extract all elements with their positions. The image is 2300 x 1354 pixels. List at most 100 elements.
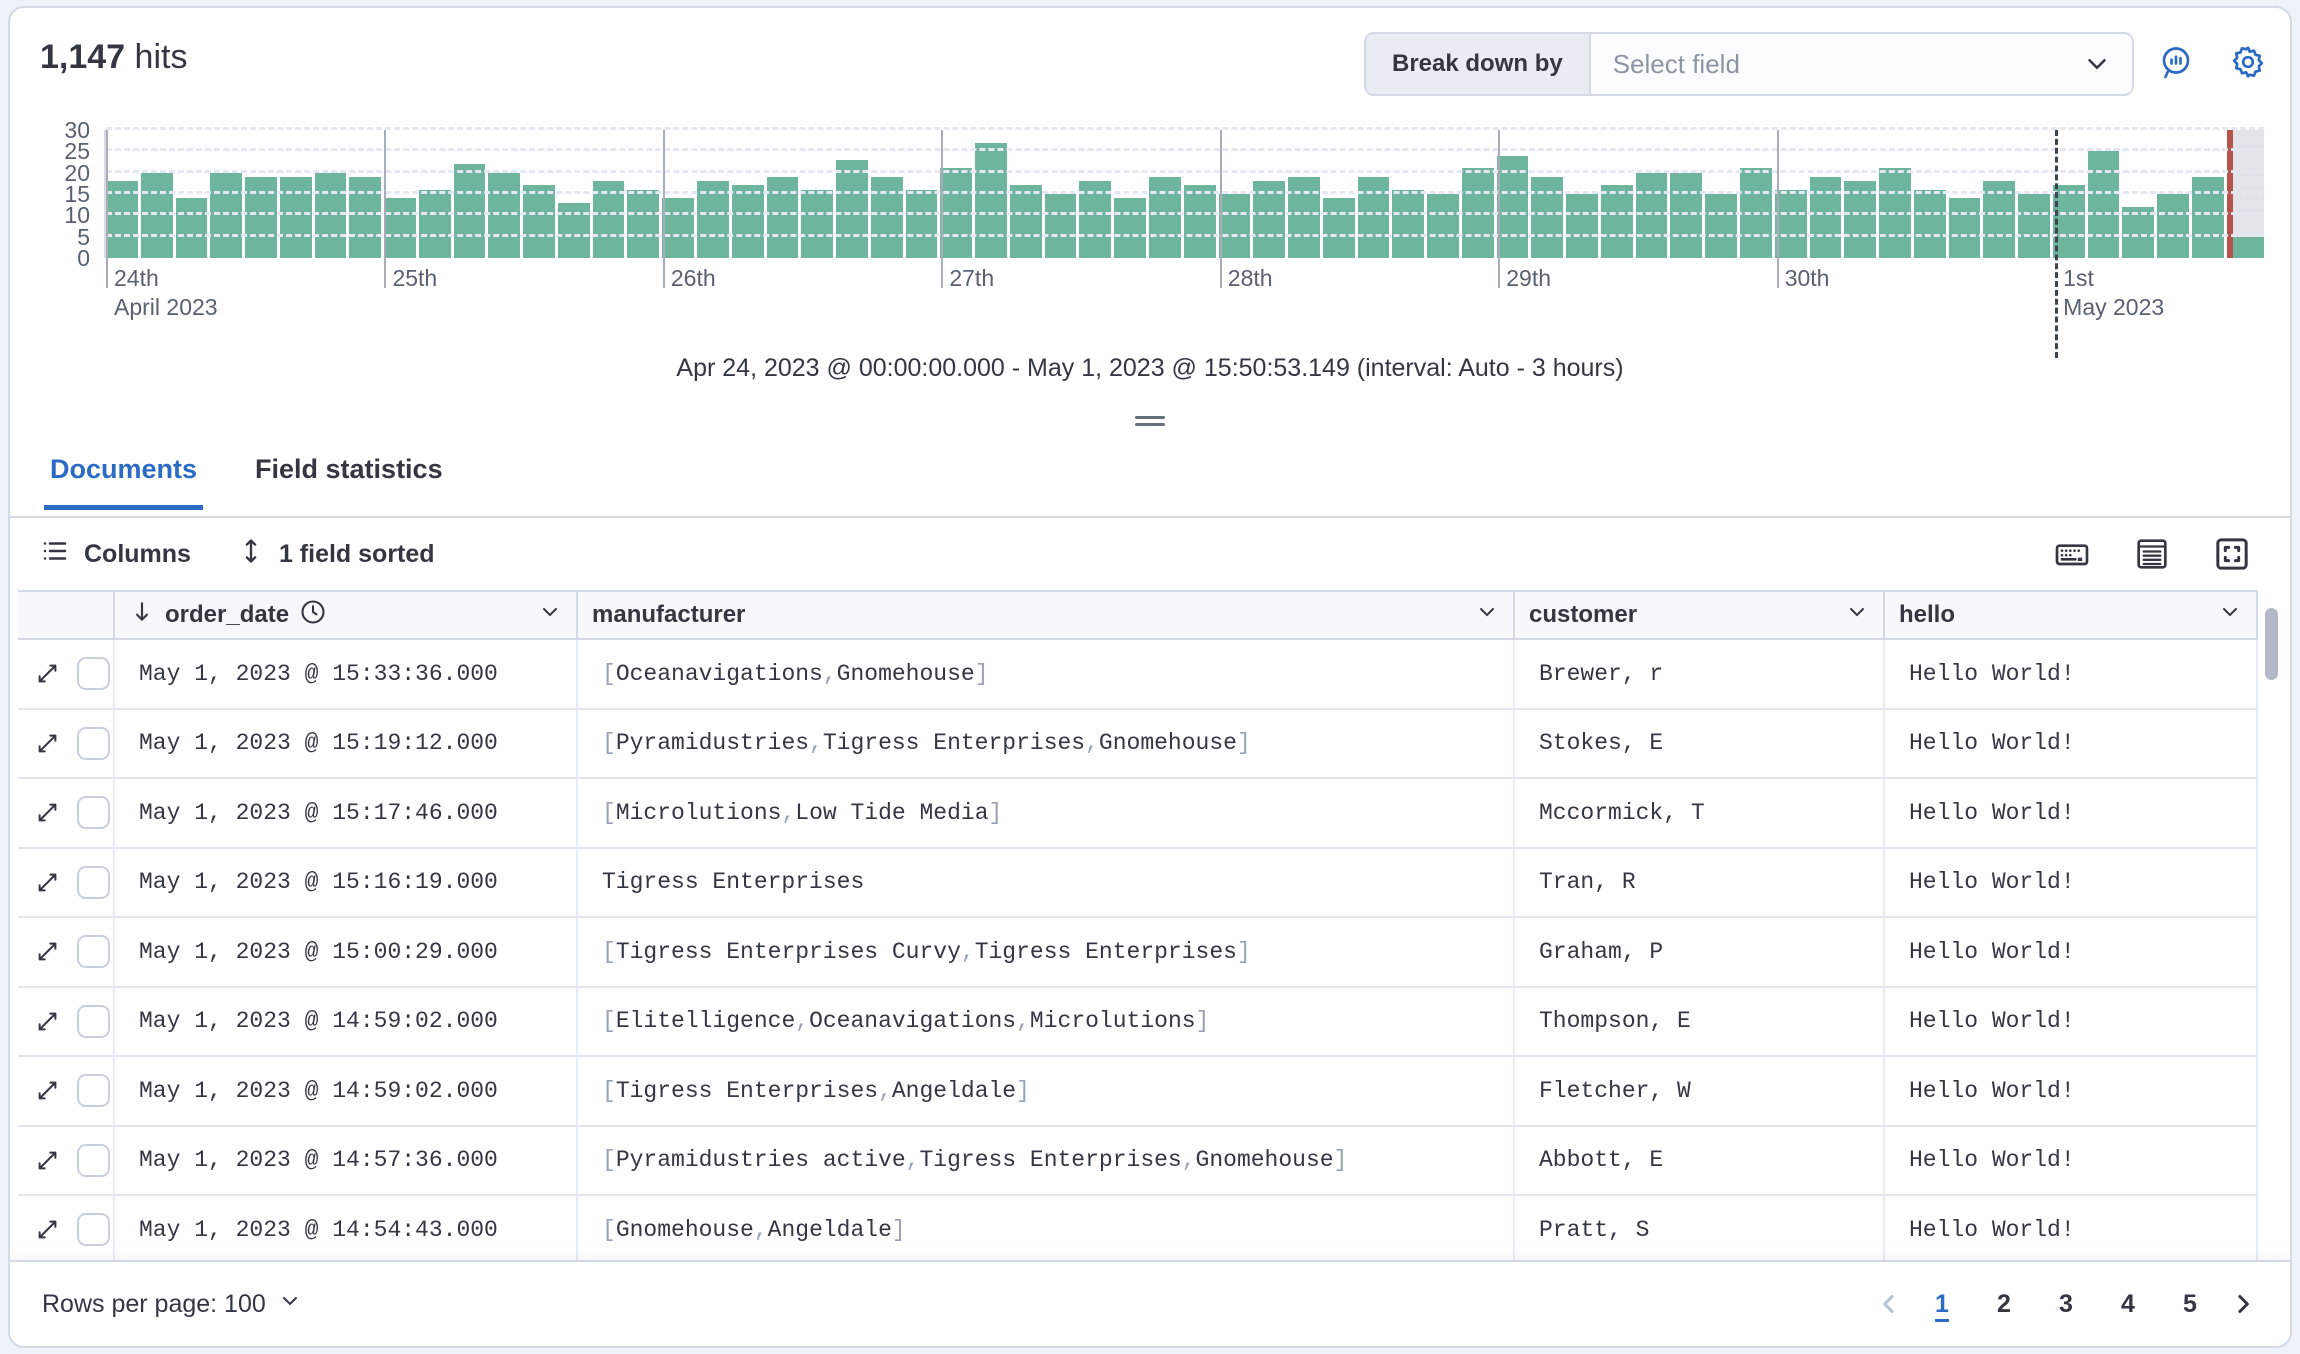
row-checkbox[interactable] (77, 726, 110, 760)
histogram-bar[interactable] (1983, 181, 2016, 258)
chevron-down-icon[interactable] (2218, 600, 2242, 631)
histogram-bar[interactable] (1948, 198, 1981, 258)
display-options-icon[interactable] (2132, 534, 2172, 574)
histogram-bar[interactable] (1531, 176, 1564, 258)
row-checkbox[interactable] (77, 1213, 110, 1247)
histogram-bar[interactable] (1322, 198, 1355, 258)
chevron-down-icon[interactable] (1475, 600, 1499, 631)
breakdown-placeholder[interactable]: Select field (1612, 48, 1740, 79)
expand-document-icon[interactable] (34, 1077, 61, 1104)
histogram-bar[interactable] (975, 142, 1007, 258)
previous-page-icon[interactable] (1874, 1289, 1904, 1319)
histogram-bar[interactable] (1913, 189, 1946, 258)
histogram-bar[interactable] (697, 181, 729, 258)
histogram-bar[interactable] (245, 176, 277, 258)
rows-per-page-button[interactable]: Rows per page: 100 (42, 1289, 302, 1320)
histogram-bar[interactable] (627, 189, 660, 258)
row-checkbox[interactable] (77, 657, 110, 691)
histogram-bar[interactable] (662, 198, 695, 258)
histogram-bar[interactable] (731, 185, 764, 258)
histogram-bar[interactable] (1705, 194, 1737, 258)
histogram-bar[interactable] (106, 181, 138, 258)
histogram-bar[interactable] (1009, 185, 1042, 258)
tab-documents[interactable]: Documents (44, 454, 204, 510)
expand-document-icon[interactable] (34, 1216, 61, 1243)
histogram-bar[interactable] (453, 164, 486, 258)
histogram-bar[interactable] (1844, 181, 1877, 258)
histogram-bar[interactable] (905, 189, 938, 258)
histogram-bar[interactable] (1427, 194, 1459, 258)
histogram-bar[interactable] (836, 159, 868, 258)
row-checkbox[interactable] (77, 796, 110, 830)
histogram-bar-partial[interactable] (2232, 236, 2265, 258)
expand-document-icon[interactable] (34, 730, 61, 757)
histogram-bar[interactable] (1253, 181, 1286, 258)
histogram-bar[interactable] (766, 176, 799, 258)
histogram-bar[interactable] (1496, 155, 1529, 258)
histogram-bar[interactable] (2191, 176, 2224, 258)
row-checkbox[interactable] (77, 935, 110, 969)
histogram-bar[interactable] (384, 198, 416, 258)
histogram-bar[interactable] (557, 202, 590, 258)
histogram-bar[interactable] (349, 176, 382, 258)
histogram-bar[interactable] (2018, 194, 2050, 258)
page-number-3[interactable]: 3 (2059, 1289, 2073, 1318)
histogram-bar[interactable] (1148, 176, 1181, 258)
histogram-bar[interactable] (1218, 194, 1251, 258)
histogram-bar[interactable] (592, 181, 625, 258)
histogram-bar[interactable] (1809, 176, 1842, 258)
page-number-4[interactable]: 4 (2121, 1289, 2135, 1318)
histogram-bar[interactable] (1392, 189, 1425, 258)
histogram-bar[interactable] (1600, 185, 1633, 258)
histogram-bar[interactable] (1288, 176, 1320, 258)
row-checkbox[interactable] (77, 865, 110, 899)
histogram-bar[interactable] (1183, 185, 1216, 258)
column-header-manufacturer[interactable]: manufacturer (578, 592, 1515, 638)
histogram-bar[interactable] (418, 189, 451, 258)
page-number-1[interactable]: 1 (1935, 1289, 1949, 1318)
histogram-bar[interactable] (1044, 194, 1077, 258)
chart-resize-handle[interactable] (1135, 412, 1165, 430)
vertical-scrollbar-thumb[interactable] (2265, 608, 2278, 680)
page-number-2[interactable]: 2 (1997, 1289, 2011, 1318)
expand-document-icon[interactable] (34, 799, 61, 826)
column-header-hello[interactable]: hello (1885, 592, 2258, 638)
chevron-down-icon[interactable] (538, 600, 562, 631)
breakdown-field-select[interactable]: Break down by Select field (1364, 32, 2134, 96)
histogram-bar[interactable] (1079, 181, 1112, 258)
chevron-down-icon[interactable] (2082, 34, 2132, 94)
columns-button[interactable]: Columns (40, 536, 191, 573)
gear-icon[interactable] (2230, 44, 2266, 80)
histogram-bar[interactable] (175, 198, 208, 258)
expand-document-icon[interactable] (34, 938, 61, 965)
histogram-bar[interactable] (1774, 189, 1807, 258)
fullscreen-icon[interactable] (2212, 534, 2252, 574)
chevron-down-icon[interactable] (1845, 600, 1869, 631)
row-checkbox[interactable] (77, 1004, 110, 1038)
histogram-bar[interactable] (2052, 185, 2085, 258)
tab-field-statistics[interactable]: Field statistics (255, 454, 443, 484)
histogram-bar[interactable] (279, 176, 312, 258)
histogram-bar[interactable] (523, 185, 555, 258)
histogram-bar[interactable] (1566, 194, 1598, 258)
histogram-bar[interactable] (2087, 151, 2120, 258)
histogram-bar[interactable] (2157, 194, 2189, 258)
histogram-bar[interactable] (870, 176, 903, 258)
column-header-customer[interactable]: customer (1515, 592, 1885, 638)
histogram-bar[interactable] (2122, 206, 2155, 258)
histogram-bar[interactable] (801, 189, 834, 258)
expand-document-icon[interactable] (34, 1147, 61, 1174)
page-number-5[interactable]: 5 (2183, 1289, 2197, 1318)
keyboard-shortcuts-icon[interactable] (2052, 534, 2092, 574)
row-checkbox[interactable] (77, 1074, 110, 1108)
histogram-bar[interactable] (1357, 176, 1390, 258)
expand-document-icon[interactable] (34, 660, 61, 687)
expand-document-icon[interactable] (34, 869, 61, 896)
histogram-bar[interactable] (1114, 198, 1146, 258)
row-checkbox[interactable] (77, 1143, 110, 1177)
chart-options-icon[interactable] (2158, 44, 2194, 80)
sort-fields-button[interactable]: 1 field sorted (237, 537, 435, 572)
expand-document-icon[interactable] (34, 1008, 61, 1035)
next-page-icon[interactable] (2228, 1289, 2258, 1319)
column-header-order-date[interactable]: order_date (115, 592, 578, 638)
